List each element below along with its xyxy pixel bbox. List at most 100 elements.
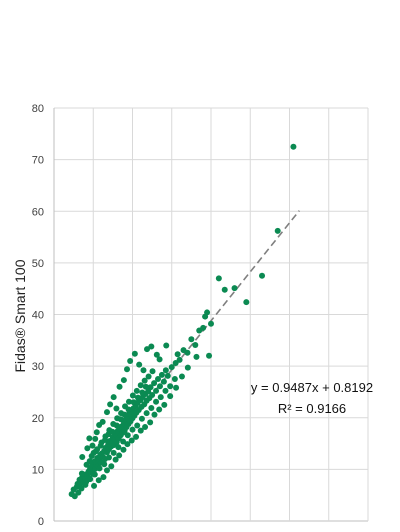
data-point — [243, 299, 250, 306]
data-point — [138, 415, 145, 422]
data-point — [137, 382, 144, 389]
data-point — [120, 438, 127, 445]
data-point — [208, 320, 214, 327]
data-point — [109, 428, 116, 435]
data-point — [129, 392, 136, 399]
data-point — [115, 444, 122, 451]
data-point — [125, 406, 132, 413]
data-point — [112, 456, 119, 463]
data-point — [101, 461, 108, 468]
data-point — [158, 371, 165, 378]
data-point — [149, 368, 156, 375]
data-point — [174, 351, 181, 358]
data-point — [91, 482, 98, 489]
y-tick-label: 70 — [32, 155, 44, 167]
data-point — [87, 476, 94, 483]
data-point — [89, 442, 96, 449]
data-point — [131, 350, 138, 357]
y-tick-label: 20 — [32, 413, 44, 425]
data-point — [96, 465, 103, 472]
data-point — [153, 351, 160, 358]
data-point — [151, 411, 158, 418]
data-point — [120, 377, 127, 384]
data-point — [153, 387, 160, 394]
data-point — [156, 383, 163, 390]
data-point — [105, 454, 112, 461]
data-point — [162, 367, 169, 374]
data-point — [134, 422, 141, 429]
data-point — [184, 364, 191, 371]
y-tick-label: 50 — [32, 258, 44, 270]
data-point — [142, 424, 149, 431]
data-point — [124, 441, 131, 448]
data-point — [107, 401, 114, 408]
data-point — [259, 272, 266, 279]
data-point — [163, 342, 170, 349]
data-point — [215, 275, 222, 282]
data-point — [102, 436, 109, 443]
data-point — [88, 452, 95, 459]
data-point — [192, 341, 199, 348]
data-point — [95, 477, 102, 484]
data-point — [124, 432, 131, 439]
data-point — [147, 419, 154, 426]
data-point — [143, 410, 150, 417]
data-point — [162, 387, 169, 394]
data-point — [176, 356, 183, 363]
data-point — [153, 398, 160, 405]
data-point — [84, 445, 91, 452]
data-point — [120, 446, 127, 453]
data-point — [86, 458, 93, 465]
data-point — [147, 384, 154, 391]
data-point — [168, 364, 175, 371]
y-tick-label: 40 — [32, 310, 44, 322]
data-point — [148, 343, 155, 350]
data-point — [124, 366, 131, 373]
data-point — [167, 383, 174, 390]
grid — [53, 107, 369, 522]
data-point — [78, 470, 85, 477]
data-point — [92, 435, 99, 442]
data-point — [134, 394, 141, 401]
data-point — [79, 453, 86, 460]
data-point — [184, 349, 191, 356]
data-point — [136, 361, 143, 368]
data-point — [113, 422, 120, 429]
data-point — [221, 286, 228, 293]
data-point — [204, 309, 211, 316]
data-point — [140, 367, 147, 374]
r-squared-label: R² = 0.9166 — [278, 401, 346, 416]
data-point — [75, 489, 82, 496]
data-point — [137, 427, 144, 434]
data-point — [231, 285, 238, 292]
data-point — [142, 383, 149, 390]
data-point — [193, 353, 200, 360]
data-point — [133, 387, 140, 394]
data-point — [100, 474, 107, 481]
data-point — [164, 372, 171, 379]
data-point — [144, 346, 151, 353]
data-point — [92, 448, 99, 455]
data-point — [91, 471, 98, 478]
data-point — [103, 467, 110, 474]
data-point — [171, 376, 178, 383]
data-point — [108, 463, 115, 470]
y-tick-label: 0 — [38, 516, 44, 528]
data-point — [117, 416, 124, 423]
y-tick-label: 10 — [32, 464, 44, 476]
data-point — [290, 143, 297, 150]
data-point — [274, 227, 281, 234]
data-point — [103, 409, 110, 416]
data-point — [130, 399, 137, 406]
y-tick-label: 80 — [32, 103, 44, 115]
data-point — [78, 485, 85, 492]
data-point — [156, 356, 163, 363]
regression-equation: y = 0.9487x + 0.8192 — [251, 380, 373, 395]
data-point — [178, 373, 185, 380]
data-point — [116, 383, 123, 390]
data-point — [93, 429, 100, 436]
data-point — [86, 435, 93, 442]
data-point — [155, 376, 162, 383]
data-point — [113, 405, 120, 412]
data-point — [133, 433, 140, 440]
